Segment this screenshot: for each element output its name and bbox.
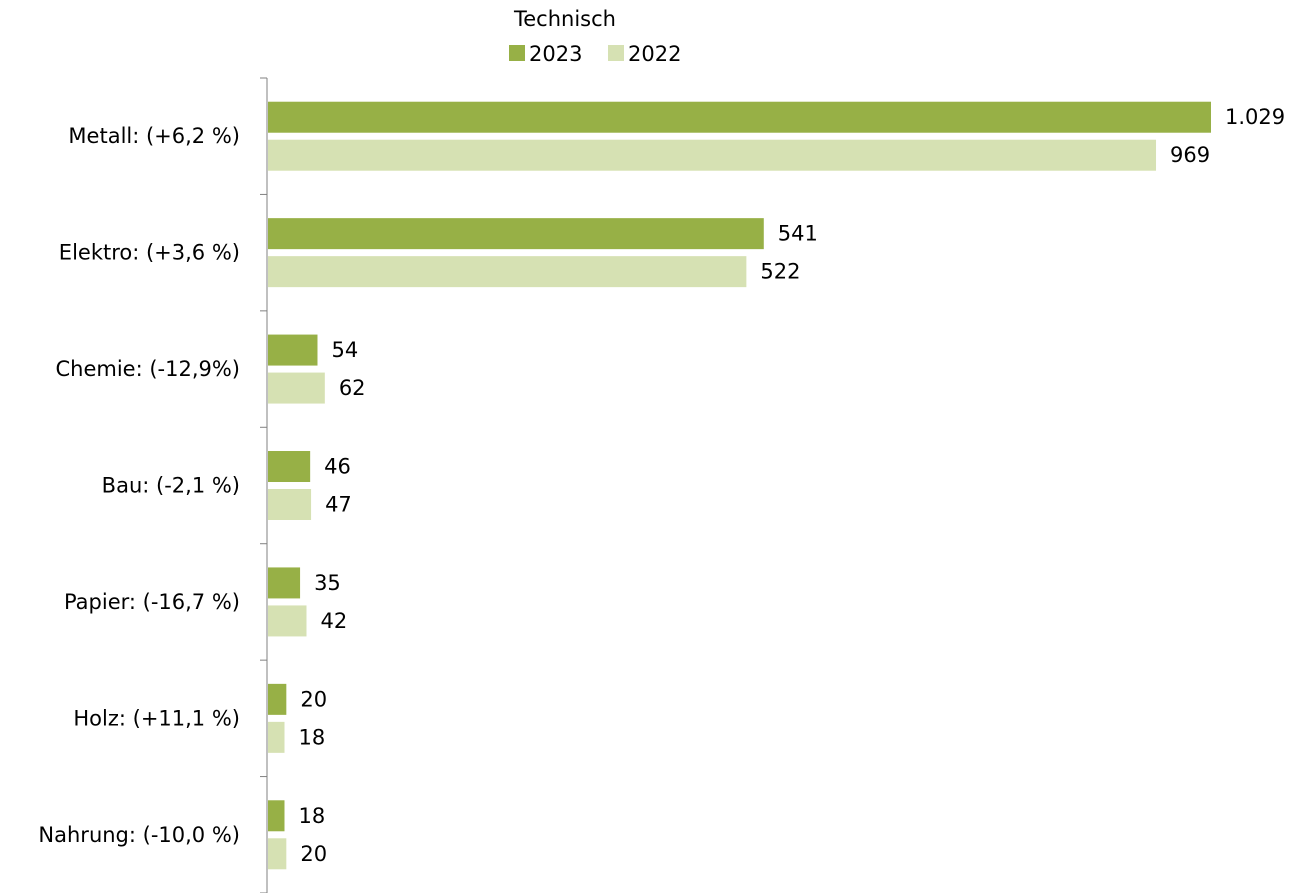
category-axis [260, 77, 268, 893]
data-label-2023: 1.029 [1225, 105, 1285, 129]
legend-title: Technisch [513, 7, 616, 31]
bar-2023 [268, 451, 311, 482]
data-label-2022: 62 [339, 376, 366, 400]
data-label-2023: 46 [324, 455, 351, 479]
category-label: Holz: (+11,1 %) [73, 706, 240, 730]
data-label-2022: 18 [298, 725, 325, 749]
bar-2022 [268, 372, 325, 404]
category-label: Chemie: (-12,9%) [55, 357, 240, 381]
category-label: Bau: (-2,1 %) [102, 474, 240, 498]
category-labels: Metall: (+6,2 %) Elektro: (+3,6 %) Chemie:… [38, 124, 240, 847]
legend-swatch-2022 [608, 45, 624, 61]
category-label: Metall: (+6,2 %) [68, 124, 240, 148]
bar-2023 [268, 334, 318, 366]
legend-label-2022: 2022 [628, 42, 681, 66]
bar-2022 [268, 489, 312, 520]
bar-2022 [268, 721, 285, 753]
bar-2022 [268, 605, 307, 637]
bar-2023 [268, 101, 1211, 133]
data-label-2023: 541 [778, 222, 818, 246]
bar-2022 [268, 139, 1157, 171]
data-labels: 1.029 969 541 522 54 62 46 47 35 42 20 18 18 20 [298, 105, 1285, 866]
legend-swatch-2023 [509, 45, 525, 61]
category-label: Elektro: (+3,6 %) [59, 241, 240, 265]
data-label-2022: 47 [325, 493, 352, 517]
data-label-2022: 522 [760, 260, 800, 284]
data-label-2023: 54 [331, 338, 358, 362]
bar-2023 [268, 800, 285, 832]
bar-2023 [268, 567, 301, 599]
data-label-2022: 969 [1170, 143, 1210, 167]
category-label: Nahrung: (-10,0 %) [38, 823, 240, 847]
legend: Technisch 2023 2022 [509, 7, 681, 66]
data-label-2023: 18 [298, 804, 325, 828]
data-label-2023: 35 [314, 571, 341, 595]
bar-2022 [268, 838, 287, 870]
data-label-2022: 42 [320, 609, 347, 633]
category-label: Papier: (-16,7 %) [64, 590, 240, 614]
legend-label-2023: 2023 [529, 42, 582, 66]
data-label-2022: 20 [300, 842, 327, 866]
bars [268, 101, 1211, 870]
data-label-2023: 20 [300, 687, 327, 711]
bar-2022 [268, 256, 747, 288]
bar-2023 [268, 683, 287, 715]
bar-2023 [268, 218, 764, 250]
